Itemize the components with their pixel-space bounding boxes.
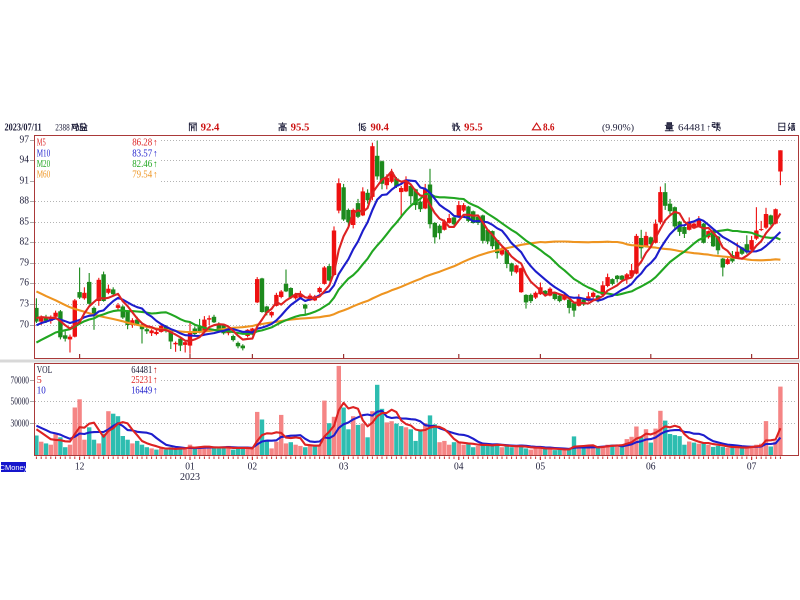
svg-text:73: 73: [20, 299, 30, 310]
svg-text:05: 05: [536, 462, 546, 473]
svg-text:2023: 2023: [180, 472, 200, 483]
svg-text:79.54: 79.54: [132, 170, 152, 181]
svg-text:06: 06: [646, 462, 656, 473]
svg-text:90.4: 90.4: [371, 123, 389, 134]
svg-text:CMoney: CMoney: [0, 463, 28, 472]
svg-text:76: 76: [20, 278, 30, 289]
svg-text:2388: 2388: [55, 124, 70, 134]
svg-text:03: 03: [339, 462, 349, 473]
svg-text:64481: 64481: [131, 365, 152, 376]
svg-text:↑: ↑: [153, 160, 158, 170]
svg-text:85: 85: [20, 217, 30, 228]
svg-text:70000: 70000: [11, 376, 30, 387]
svg-text:M10: M10: [37, 148, 51, 159]
svg-text:M60: M60: [37, 170, 51, 181]
svg-text:82: 82: [20, 237, 30, 248]
svg-text:↑: ↑: [153, 376, 158, 386]
svg-text:83.57: 83.57: [132, 148, 152, 159]
svg-text:25231: 25231: [131, 375, 152, 386]
svg-text:88: 88: [20, 196, 30, 207]
svg-text:94: 94: [20, 155, 30, 166]
svg-text:16449: 16449: [131, 386, 152, 397]
svg-text:64481: 64481: [678, 124, 706, 134]
svg-text:↑: ↑: [153, 139, 158, 149]
svg-text:10: 10: [37, 386, 46, 397]
svg-text:30000: 30000: [11, 419, 30, 430]
svg-text:82.46: 82.46: [132, 159, 152, 170]
svg-text:↑: ↑: [153, 387, 158, 397]
svg-text:02: 02: [248, 462, 258, 473]
svg-text:97: 97: [20, 135, 30, 146]
svg-text:07: 07: [747, 462, 757, 473]
svg-text:70: 70: [20, 320, 30, 331]
svg-text:04: 04: [454, 462, 464, 473]
svg-text:01: 01: [185, 462, 195, 473]
svg-text:↑: ↑: [153, 366, 158, 376]
svg-text:92.4: 92.4: [201, 123, 220, 134]
svg-text:5: 5: [37, 375, 42, 386]
svg-text:79: 79: [20, 258, 30, 269]
svg-text:86.28: 86.28: [132, 138, 152, 149]
svg-text:2023/07/11: 2023/07/11: [5, 123, 42, 134]
svg-text:VOL: VOL: [37, 365, 53, 376]
svg-text:(9.90%): (9.90%): [602, 123, 634, 134]
svg-text:95.5: 95.5: [291, 123, 310, 134]
svg-text:8.6: 8.6: [543, 123, 555, 134]
svg-text:12: 12: [75, 462, 85, 473]
svg-text:M5: M5: [37, 138, 46, 149]
svg-text:↑: ↑: [707, 123, 712, 133]
svg-text:95.5: 95.5: [464, 123, 483, 134]
svg-text:50000: 50000: [11, 397, 30, 408]
svg-text:M20: M20: [37, 159, 51, 170]
svg-text:91: 91: [20, 176, 30, 187]
svg-text:↑: ↑: [153, 149, 158, 159]
svg-text:↑: ↑: [153, 171, 158, 181]
